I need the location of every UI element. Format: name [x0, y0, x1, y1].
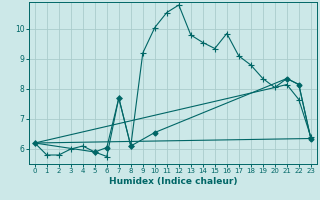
- X-axis label: Humidex (Indice chaleur): Humidex (Indice chaleur): [108, 177, 237, 186]
